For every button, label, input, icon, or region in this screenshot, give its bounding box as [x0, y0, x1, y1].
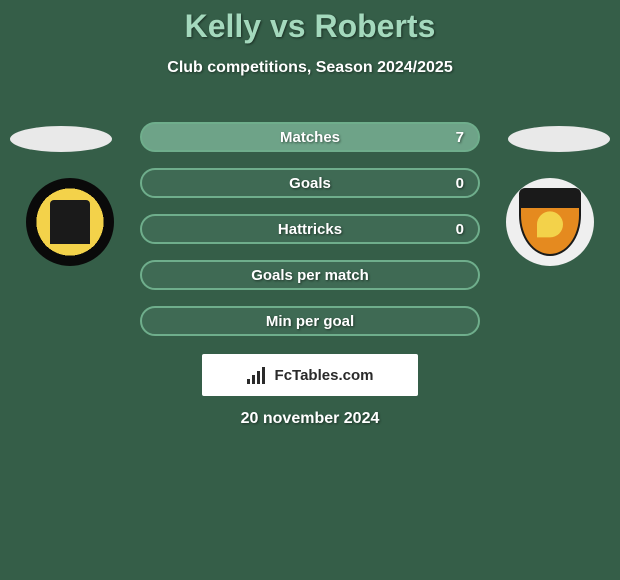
stat-label: Goals per match: [142, 262, 478, 288]
player2-name: Roberts: [314, 8, 435, 44]
stat-bar-min-per-goal: Min per goal: [140, 306, 480, 336]
crest-left-inner: [50, 200, 90, 244]
bar-chart-icon: [247, 366, 269, 384]
right-ellipse: [508, 126, 610, 152]
vs-text: vs: [270, 8, 306, 44]
club-crest-right: [506, 178, 594, 266]
comparison-title: Kelly vs Roberts: [0, 0, 620, 45]
stat-bar-hattricks: Hattricks 0: [140, 214, 480, 244]
stat-value: 0: [456, 216, 464, 242]
stat-bar-goals: Goals 0: [140, 168, 480, 198]
stat-label: Hattricks: [142, 216, 478, 242]
stat-value: 0: [456, 170, 464, 196]
stat-value: 7: [456, 124, 464, 150]
player1-name: Kelly: [185, 8, 261, 44]
stat-bar-matches: Matches 7: [140, 122, 480, 152]
stat-label: Min per goal: [142, 308, 478, 334]
stat-label: Matches: [142, 124, 478, 150]
stat-bars: Matches 7 Goals 0 Hattricks 0 Goals per …: [140, 122, 480, 352]
left-ellipse: [10, 126, 112, 152]
club-crest-left: [26, 178, 114, 266]
subtitle: Club competitions, Season 2024/2025: [0, 59, 620, 77]
crest-right-shield: [519, 188, 581, 256]
brand-box: FcTables.com: [202, 354, 418, 396]
brand-text: FcTables.com: [275, 367, 374, 384]
stat-label: Goals: [142, 170, 478, 196]
date-text: 20 november 2024: [0, 410, 620, 428]
stat-bar-goals-per-match: Goals per match: [140, 260, 480, 290]
